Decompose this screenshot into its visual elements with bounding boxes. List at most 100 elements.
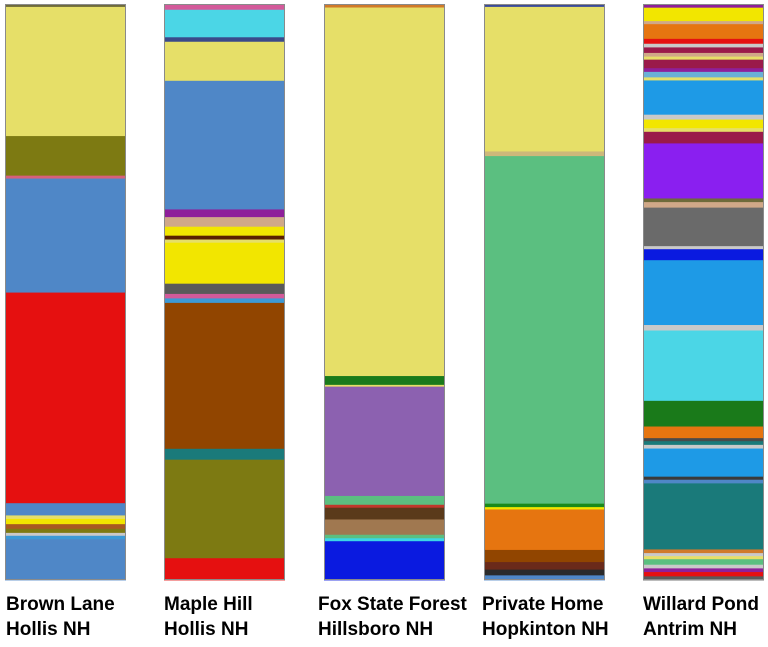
bar-segment xyxy=(643,572,764,577)
bar-segment xyxy=(5,515,126,520)
bar-segment xyxy=(484,6,605,152)
bar-segment xyxy=(484,575,605,581)
column-border xyxy=(5,4,126,580)
bar-segment xyxy=(5,518,126,525)
bar-segment xyxy=(643,249,764,261)
stacked-column xyxy=(164,4,285,581)
bar-segment xyxy=(643,4,764,9)
column-label-private-home: Private Home Hopkinton NH xyxy=(482,592,609,642)
bar-segment xyxy=(643,441,764,446)
column-label-line1: Willard Pond xyxy=(643,594,759,615)
column-label-maple-hill: Maple Hill Hollis NH xyxy=(164,592,253,642)
bar-segment xyxy=(5,6,126,137)
bar-segment xyxy=(643,119,764,129)
bar-segment xyxy=(164,37,285,43)
bar-segment xyxy=(324,4,445,8)
bar-segment xyxy=(324,376,445,386)
column-label-line1: Private Home xyxy=(482,594,604,615)
column-label-line1: Fox State Forest xyxy=(318,594,467,615)
bar-segment xyxy=(643,202,764,209)
column-label-line2: Hillsboro NH xyxy=(318,619,434,640)
bar-segment xyxy=(5,178,126,293)
bar-segment xyxy=(164,4,285,11)
bar-segment xyxy=(5,528,126,534)
bar-segment xyxy=(324,504,445,509)
column-label-line1: Brown Lane xyxy=(6,594,115,615)
bar-segment xyxy=(643,198,764,203)
bar-segment xyxy=(5,175,126,179)
bar-segment xyxy=(643,59,764,69)
bar-segment xyxy=(324,507,445,520)
bar-segment xyxy=(324,384,445,388)
column-label-line2: Hopkinton NH xyxy=(482,619,609,640)
bar-segment xyxy=(643,7,764,22)
bar-segment xyxy=(164,239,285,244)
column-label-brown-lane: Brown Lane Hollis NH xyxy=(6,592,115,642)
bar-segment xyxy=(643,444,764,449)
bar-segment xyxy=(643,330,764,402)
bar-segment xyxy=(324,534,445,539)
bar-segment xyxy=(164,558,285,581)
bar-segment xyxy=(164,41,285,82)
bar-segment xyxy=(5,524,126,530)
bar-segment xyxy=(643,43,764,48)
bar-segment xyxy=(484,4,605,8)
stacked-column xyxy=(5,4,126,581)
bar-segment xyxy=(643,559,764,566)
bar-segment xyxy=(643,438,764,442)
bar-segment xyxy=(643,246,764,250)
column-label-line1: Maple Hill xyxy=(164,594,253,615)
bar-segment xyxy=(643,400,764,427)
bar-segment xyxy=(643,426,764,439)
bar-segment xyxy=(5,292,126,504)
bar-segment xyxy=(5,4,126,8)
bar-segment xyxy=(164,217,285,228)
bar-segment xyxy=(324,495,445,506)
bar-segment xyxy=(643,128,764,133)
bar-segment xyxy=(643,476,764,481)
column-border xyxy=(324,4,445,580)
bar-segment xyxy=(643,52,764,57)
bar-segment xyxy=(164,283,285,295)
bar-segment xyxy=(164,226,285,237)
bar-segment xyxy=(5,136,126,177)
bar-segment xyxy=(643,576,764,581)
bar-segment xyxy=(164,459,285,559)
stacked-column xyxy=(484,4,605,581)
bar-segment xyxy=(643,80,764,116)
bar-segment xyxy=(643,479,764,484)
bar-segment xyxy=(484,151,605,157)
bar-segment xyxy=(164,448,285,461)
bar-segment xyxy=(643,47,764,54)
bar-segment xyxy=(643,260,764,326)
bar-segment xyxy=(643,556,764,560)
bar-segment xyxy=(643,21,764,25)
bar-segment xyxy=(324,7,445,377)
column-label-fox-state-forest: Fox State Forest Hillsboro NH xyxy=(318,592,467,642)
bar-segment xyxy=(164,80,285,210)
bar-segment xyxy=(484,569,605,576)
bar-segment xyxy=(643,114,764,120)
bar-segment xyxy=(484,156,605,505)
column-label-line2: Antrim NH xyxy=(643,619,737,640)
column-label-line2: Hollis NH xyxy=(164,619,249,640)
bar-segment xyxy=(164,298,285,304)
stacked-column xyxy=(643,4,764,581)
bar-segment xyxy=(643,77,764,81)
column-border xyxy=(643,4,764,580)
bar-segment xyxy=(643,568,764,573)
bar-segment xyxy=(5,539,126,581)
bar-segment xyxy=(484,549,605,563)
bar-segment xyxy=(164,302,285,450)
column-border xyxy=(164,4,285,580)
bar-segment xyxy=(164,242,285,285)
bar-segment xyxy=(164,209,285,218)
bar-segment xyxy=(484,509,605,551)
bar-segment xyxy=(643,553,764,557)
bar-segment xyxy=(643,131,764,144)
bar-segment xyxy=(164,9,285,38)
stacked-column xyxy=(324,4,445,581)
bar-segment xyxy=(643,143,764,199)
bar-segment xyxy=(643,71,764,78)
